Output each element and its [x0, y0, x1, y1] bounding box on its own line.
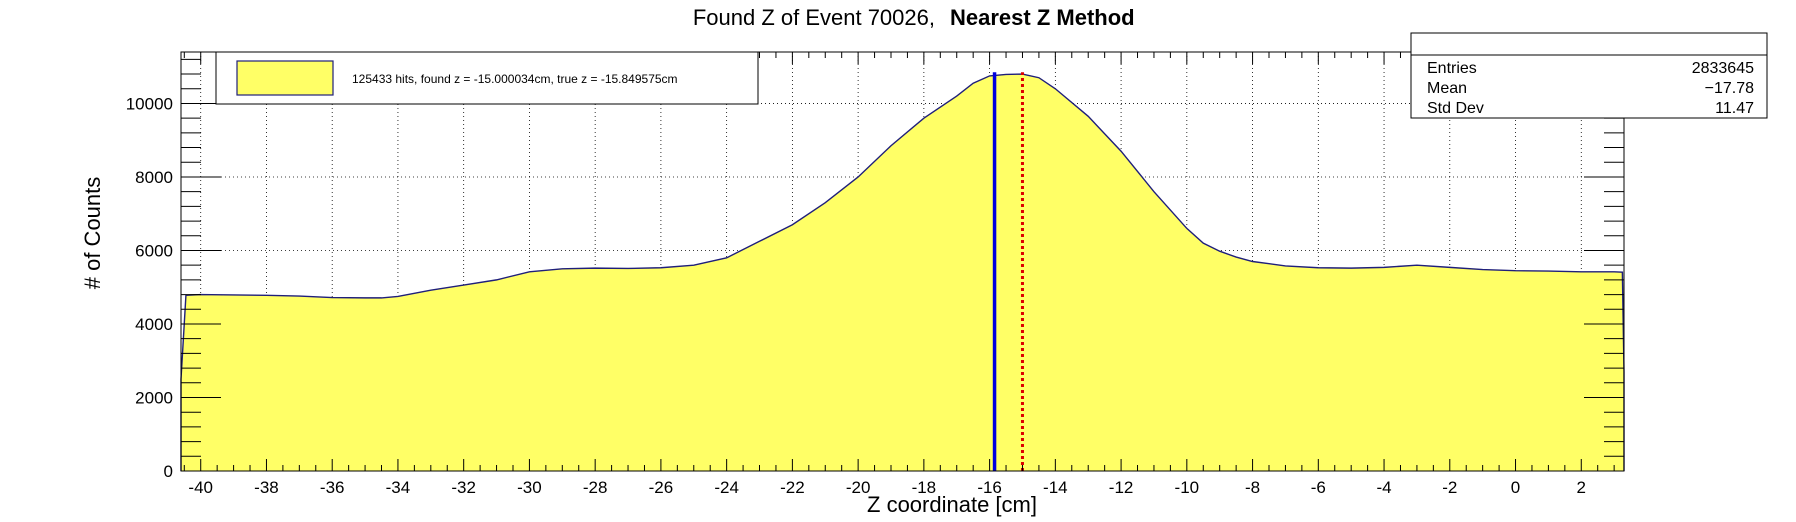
chart-title-method: Nearest Z Method: [950, 5, 1135, 30]
stats-mean-value: −17.78: [1705, 80, 1754, 97]
x-tick-label: 2: [1577, 478, 1586, 497]
x-tick-label: -6: [1311, 478, 1326, 497]
stats-entries-label: Entries: [1427, 60, 1477, 77]
x-tick-label: -34: [386, 478, 411, 497]
legend: 125433 hits, found z = -15.000034cm, tru…: [215, 51, 759, 105]
x-tick-labels: -40 -38 -36 -34 -32 -30 -28 -26 -24 -22 -20 -18 -16-…: [188, 478, 1586, 497]
x-tick-label: -28: [583, 478, 608, 497]
y-tick-label: 10000: [126, 94, 173, 113]
x-axis-label: Z coordinate [cm]: [867, 492, 1037, 517]
y-tick-label: 6000: [135, 241, 173, 260]
x-tick-label: -24: [714, 478, 739, 497]
stats-stddev-value: 11.47: [1715, 100, 1754, 117]
y-tick-label: 8000: [135, 168, 173, 187]
stats-entries-value: 2833645: [1692, 60, 1754, 77]
x-tick-label: 0: [1511, 478, 1520, 497]
y-axis-label: # of Counts: [80, 177, 105, 290]
x-tick-label: -2: [1442, 478, 1457, 497]
x-tick-label: -22: [780, 478, 805, 497]
x-tick-label: -18: [912, 478, 937, 497]
legend-label: 125433 hits, found z = -15.000034cm, tru…: [352, 72, 678, 86]
x-tick-label: -12: [1109, 478, 1134, 497]
histogram-outline: [180, 73, 1625, 471]
x-tick-label: -38: [254, 478, 279, 497]
chart-title-main: Found Z of Event 70026,: [693, 5, 935, 30]
x-tick-label: -20: [846, 478, 871, 497]
x-tick-label: -8: [1245, 478, 1260, 497]
x-tick-label: -10: [1175, 478, 1200, 497]
x-tick-label: -14: [1043, 478, 1068, 497]
x-tick-label: -36: [320, 478, 345, 497]
x-tick-label: -30: [517, 478, 542, 497]
legend-swatch: [236, 60, 334, 96]
y-tick-label: 4000: [135, 315, 173, 334]
y-tick-label: 2000: [135, 388, 173, 407]
stats-box-frame: [1410, 32, 1768, 119]
y-tick-labels: 0 2000 4000 6000 8000 10000: [126, 94, 173, 481]
stats-stddev-label: Std Dev: [1427, 100, 1484, 117]
histogram-fill: [181, 74, 1624, 471]
plot-frame: [180, 51, 1625, 472]
histogram-area: [180, 73, 1625, 471]
y-tick-label: 0: [164, 462, 173, 481]
stats-mean-label: Mean: [1427, 80, 1467, 97]
x-tick-label: -4: [1376, 478, 1391, 497]
x-tick-label: -26: [649, 478, 674, 497]
x-tick-label: -16: [977, 478, 1002, 497]
stats-box: Entries 2833645 Mean −17.78 Std Dev 11.4…: [1410, 32, 1768, 119]
x-tick-label: -40: [188, 478, 213, 497]
x-tick-label: -32: [451, 478, 476, 497]
marker-lines: [992, 72, 1024, 471]
